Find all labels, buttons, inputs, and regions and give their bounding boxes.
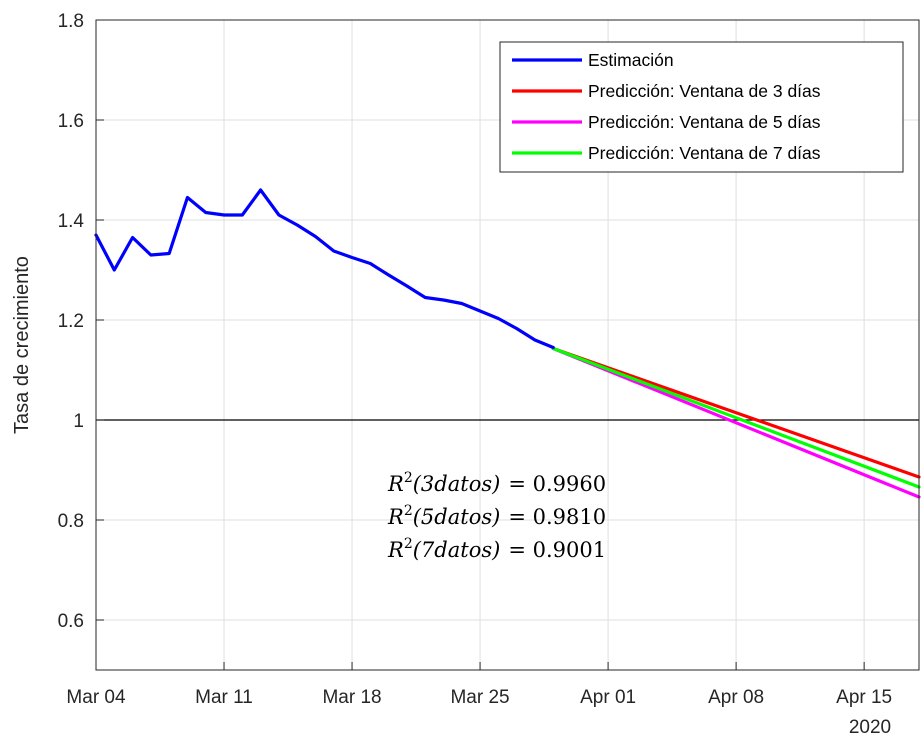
series-line-3 [551,346,921,489]
series-lines [94,188,921,499]
annotation-base: R [387,538,404,562]
y-tick-label: 1 [73,411,84,432]
y-tick-label: 1.6 [58,111,84,132]
annotation-base: R [387,505,404,529]
x-secondary-label: 2020 [849,717,891,738]
r-squared-annotation: R2(3datos) = 0.9960 [387,470,606,496]
legend: Estimación Predicción: Ventana de 3 días P… [499,41,904,173]
r-squared-annotation: R2(5datos) = 0.9810 [387,503,606,529]
legend-label: Predicción: Ventana de 3 días [588,81,821,101]
legend-label: Predicción: Ventana de 5 días [588,112,821,132]
plot-area-frame [95,19,920,671]
annotation-argument: (5datos) [413,505,501,529]
y-tick-label: 0.8 [58,511,84,532]
legend-box [499,41,904,173]
x-tick-label: Apr 01 [580,687,636,708]
legend-label: Predicción: Ventana de 7 días [588,143,821,163]
r-squared-annotation: R2(7datos) = 0.9001 [387,536,606,562]
x-tick-label: Mar 25 [450,687,509,708]
y-tick-label: 0.6 [58,611,84,632]
x-tick-label: Mar 11 [195,687,253,708]
annotation-exponent: 2 [404,470,413,486]
x-axis-ticks: Mar 04 Mar 11 Mar 18 Mar 25 Apr 01 Apr 08 Apr … [66,662,892,708]
x-tick-label: Apr 15 [836,687,892,708]
annotation-value: = 0.9001 [508,538,606,562]
annotation-value: = 0.9810 [508,505,606,529]
annotation-argument: (7datos) [413,538,501,562]
x-tick-label: Apr 08 [708,687,764,708]
legend-label: Estimación [588,50,674,70]
annotation-exponent: 2 [404,536,413,552]
y-axis-label: Tasa de crecimiento [11,256,33,434]
x-tick-label: Mar 18 [322,687,381,708]
annotation-value: = 0.9960 [508,472,606,496]
series-line-0 [94,188,555,350]
x-tick-label: Mar 04 [66,687,126,708]
annotation-exponent: 2 [404,503,413,519]
y-tick-label: 1.8 [58,11,84,32]
y-tick-label: 1.4 [58,211,85,232]
y-tick-label: 1.2 [58,311,84,332]
annotation-base: R [387,472,404,496]
y-axis-ticks: 0.6 0.8 1 1.2 1.4 1.6 1.8 [58,11,104,632]
annotation-argument: (3datos) [413,472,501,496]
